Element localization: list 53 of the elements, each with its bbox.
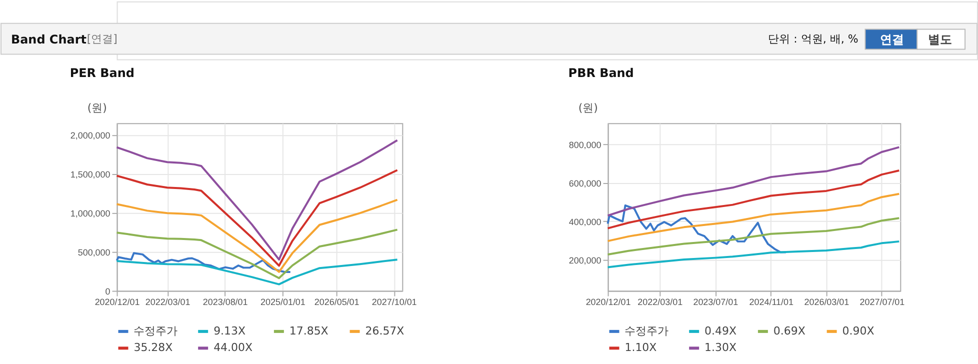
legend-label: 35.28X <box>134 341 174 354</box>
y-tick-label: 1,500,000 <box>70 169 110 180</box>
y-tick-label: 0 <box>105 286 110 296</box>
text: 별도 <box>928 32 952 46</box>
line-series <box>116 139 398 261</box>
y-tick-label: 800,000 <box>568 140 602 150</box>
chart-title: PBR Band <box>568 66 634 80</box>
y-tick-label: 400,000 <box>568 216 602 227</box>
y-tick-label: 600,000 <box>568 178 602 188</box>
legend-label: 0.49X <box>704 324 737 338</box>
line-series <box>606 240 900 268</box>
x-tick-label: 2022/03/01 <box>638 297 683 308</box>
text: Band Chart <box>10 32 87 46</box>
text: [연결] <box>86 32 118 46</box>
line-series <box>606 146 900 217</box>
x-tick-label: 2025/01/01 <box>260 297 306 308</box>
y-axis-title: (원) <box>87 102 107 115</box>
x-tick-label: 2024/11/01 <box>749 297 794 308</box>
line-series <box>606 217 900 256</box>
y-tick-label: 500,000 <box>78 247 110 258</box>
text: 단위 : 억원, 배, % <box>768 32 858 46</box>
line-series <box>606 170 900 230</box>
y-tick-label: 200,000 <box>568 255 602 266</box>
legend-label: 9.13X <box>214 324 246 338</box>
x-tick-label: 2026/05/01 <box>314 297 360 308</box>
legend-label: 1.30X <box>704 341 737 354</box>
x-tick-label: 2022/03/01 <box>145 297 190 308</box>
y-tick-label: 1,000,000 <box>70 208 110 218</box>
x-tick-label: 2023/07/01 <box>693 297 738 308</box>
y-tick-label: 2,000,000 <box>70 130 110 140</box>
text: 연결 <box>880 32 904 46</box>
legend-label: 0.90X <box>842 324 875 338</box>
line-series <box>116 252 292 274</box>
legend-label: 44.00X <box>214 341 253 354</box>
legend-label: 수정주가 <box>624 324 669 338</box>
x-tick-label: 2026/03/01 <box>804 297 850 308</box>
x-tick-label: 2027/07/01 <box>860 297 905 308</box>
x-tick-label: 2027/10/01 <box>372 297 417 308</box>
y-axis-title: (원) <box>578 102 598 115</box>
legend-label: 0.69X <box>773 324 806 338</box>
x-tick-label: 2020/12/01 <box>586 297 631 308</box>
x-tick-label: 2023/08/01 <box>202 297 248 308</box>
legend-label: 수정주가 <box>134 324 178 338</box>
legend-label: 17.85X <box>289 324 329 338</box>
line-series <box>116 228 398 280</box>
line-series <box>116 169 398 267</box>
chart-title: PER Band <box>70 66 134 80</box>
legend-label: 26.57X <box>365 324 405 338</box>
line-series <box>606 192 900 242</box>
legend-label: 1.10X <box>624 341 658 354</box>
x-tick-label: 2020/12/01 <box>94 297 140 308</box>
line-series <box>116 198 398 273</box>
line-series <box>116 258 398 286</box>
